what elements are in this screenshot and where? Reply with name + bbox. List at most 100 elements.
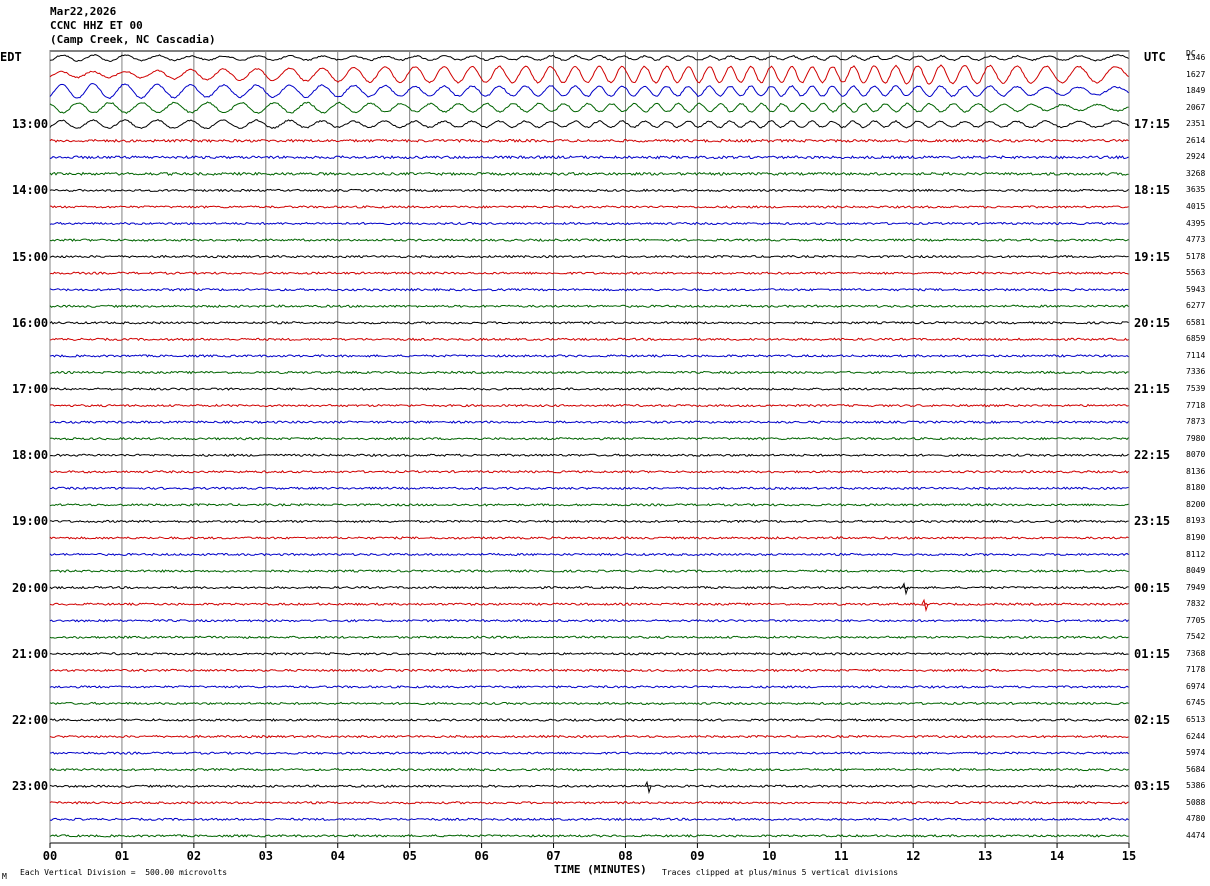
- corner-mark: M: [2, 872, 7, 881]
- dc-offset-label: 5974: [1186, 748, 1206, 758]
- dc-offset-label: 2351: [1186, 119, 1206, 129]
- right-time-label: 23:15: [1134, 514, 1171, 529]
- seismic-trace: [49, 238, 1129, 242]
- seismic-trace: [49, 101, 1129, 114]
- dc-offset-label: 7114: [1186, 350, 1206, 360]
- seismic-trace: [49, 652, 1129, 656]
- seismic-trace: [49, 817, 1129, 822]
- x-tick-label: 04: [331, 849, 345, 863]
- dc-offset-label: 5088: [1186, 797, 1206, 807]
- left-time-label: 23:00: [12, 779, 49, 794]
- seismic-trace: [49, 403, 1129, 408]
- station-location: (Camp Creek, NC Cascadia): [50, 33, 216, 46]
- dc-offset-label: 1627: [1186, 69, 1206, 79]
- dc-offset-label: 5684: [1186, 764, 1206, 774]
- dc-offset-label: 2067: [1186, 102, 1206, 112]
- right-time-label: 22:15: [1134, 448, 1171, 463]
- seismic-trace: [49, 734, 1129, 739]
- x-tick-label: 13: [978, 849, 992, 863]
- x-tick-label: 11: [834, 849, 848, 863]
- right-time-label: 02:15: [1134, 713, 1171, 727]
- right-time-label: 00:15: [1134, 580, 1171, 595]
- dc-offset-label: 8190: [1186, 532, 1206, 542]
- x-tick-label: 07: [546, 849, 560, 863]
- dc-offset-label: 8136: [1186, 466, 1206, 476]
- left-time-label: 18:00: [12, 448, 49, 463]
- dc-offset-label: 3635: [1186, 185, 1206, 195]
- dc-offset-label: 7336: [1186, 367, 1206, 377]
- dc-offset-label: 7539: [1186, 384, 1206, 393]
- x-tick-label: 14: [1050, 849, 1064, 863]
- dc-offset-label: 7718: [1186, 400, 1206, 410]
- seismic-trace: [49, 387, 1129, 391]
- x-tick-label: 00: [43, 849, 57, 863]
- left-time-label: 21:00: [12, 646, 49, 661]
- seismic-trace: [49, 205, 1129, 209]
- left-time-label: 16:00: [12, 315, 49, 330]
- dc-offset-label: 4780: [1186, 814, 1206, 824]
- seismic-spike: [644, 780, 652, 795]
- dc-offset-label: 7705: [1186, 615, 1206, 625]
- clip-note: Traces clipped at plus/minus 5 vertical …: [662, 868, 899, 877]
- dc-offset-label: 7832: [1186, 599, 1206, 609]
- seismic-trace: [49, 469, 1129, 474]
- dc-title: DC: [1186, 49, 1196, 58]
- dc-offset-label: 6513: [1186, 715, 1206, 724]
- seismic-trace: [49, 254, 1129, 259]
- right-time-label: 21:15: [1134, 382, 1171, 396]
- seismic-trace: [49, 337, 1129, 342]
- left-time-label: 19:00: [12, 514, 49, 529]
- seismic-trace: [49, 552, 1129, 557]
- seismic-trace: [49, 618, 1129, 623]
- seismic-trace: [49, 635, 1129, 640]
- dc-offset-label: 7980: [1186, 433, 1206, 443]
- right-time-label: 18:15: [1134, 183, 1171, 198]
- dc-offset-label: 5563: [1186, 268, 1206, 278]
- seismic-trace: [49, 800, 1129, 805]
- seismic-trace: [49, 784, 1129, 788]
- x-tick-label: 06: [474, 849, 488, 863]
- seismic-trace: [49, 834, 1129, 838]
- dc-offset-label: 1346: [1186, 53, 1206, 62]
- seismic-trace: [49, 701, 1129, 706]
- dc-offset-label: 6974: [1186, 681, 1206, 691]
- dc-offset-label: 1849: [1186, 86, 1206, 96]
- seismic-trace: [49, 155, 1129, 160]
- plot-date: Mar22,2026: [50, 5, 117, 18]
- seismic-trace: [49, 171, 1129, 176]
- x-tick-label: 12: [906, 849, 920, 863]
- plot-frame: [49, 50, 1130, 844]
- x-tick-label: 08: [618, 849, 632, 863]
- left-time-label: 20:00: [12, 580, 49, 595]
- seismic-trace: [49, 685, 1129, 689]
- seismic-trace: [49, 138, 1129, 143]
- right-time-label: 01:15: [1134, 646, 1171, 661]
- right-time-label: 20:15: [1134, 315, 1171, 330]
- seismic-trace: [49, 502, 1129, 507]
- seismic-trace: [49, 767, 1129, 772]
- right-time-label: 17:15: [1134, 117, 1171, 132]
- grid-lines: [49, 50, 1130, 844]
- dc-offset-label: 6277: [1186, 301, 1206, 311]
- seismic-spike: [921, 598, 929, 613]
- left-time-label: 22:00: [12, 713, 49, 727]
- left-time-label: 13:00: [12, 117, 49, 132]
- seismic-trace: [50, 668, 1129, 673]
- right-axis-title: UTC: [1144, 50, 1166, 64]
- seismic-trace: [49, 370, 1129, 375]
- x-tick-label: 10: [762, 849, 776, 863]
- x-tick-label: 03: [259, 849, 273, 863]
- left-axis-title: EDT: [0, 50, 22, 64]
- station-title: CCNC HHZ ET 00: [50, 19, 143, 32]
- seismic-trace: [49, 453, 1129, 457]
- seismic-trace: [49, 64, 1129, 85]
- dc-offset-label: 7178: [1186, 665, 1206, 675]
- dc-offset-label: 8070: [1186, 450, 1206, 460]
- seismic-trace: [49, 354, 1129, 358]
- dc-offset-label: 5386: [1186, 781, 1206, 791]
- seismic-trace: [49, 420, 1129, 424]
- x-tick-label: 15: [1122, 849, 1136, 863]
- seismic-trace: [49, 536, 1129, 540]
- seismic-trace: [49, 271, 1129, 275]
